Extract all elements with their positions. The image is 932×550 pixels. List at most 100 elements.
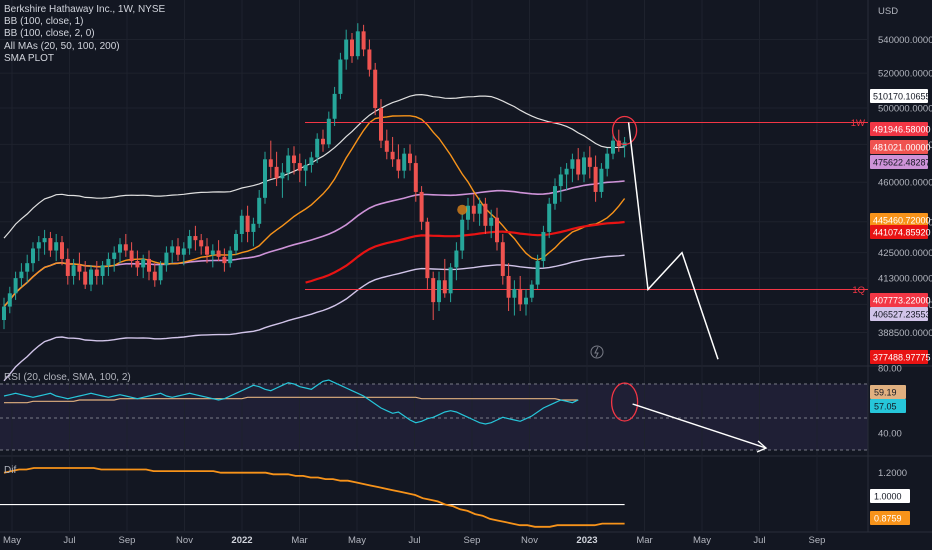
rsi-tick-label: 80.00 <box>878 364 902 375</box>
candle-body <box>222 256 227 264</box>
candle-body <box>2 306 6 321</box>
candle-body <box>466 205 470 220</box>
candle-body <box>431 278 436 303</box>
candle-body <box>373 69 378 109</box>
candle-body <box>13 278 18 294</box>
dif-value-tag <box>870 489 910 503</box>
rsi-value-text: 57.05 <box>874 402 897 412</box>
rsi-line <box>3 379 579 425</box>
candle-body <box>152 271 157 281</box>
candle-body <box>454 250 459 268</box>
candle-body <box>135 261 140 268</box>
candle-body <box>19 271 24 279</box>
candle-body <box>286 155 291 173</box>
candle-body <box>36 242 41 249</box>
candle-body <box>228 250 233 264</box>
projection-path <box>627 122 719 360</box>
candle-body <box>576 159 581 175</box>
candle-body <box>477 203 482 214</box>
dif-value-text: 0.8759 <box>874 514 902 524</box>
candle-body <box>42 238 47 243</box>
time-tick-label: Sep <box>119 535 136 546</box>
level-label: 1Q <box>852 285 865 296</box>
candle-body <box>65 258 70 276</box>
candle-body <box>100 265 105 276</box>
candle-body <box>199 240 204 247</box>
candle-body <box>274 166 279 179</box>
candle-body <box>176 246 180 255</box>
price-tick-label: 500000.00000 <box>878 104 932 115</box>
candle-body <box>605 153 610 169</box>
candle-body <box>89 269 93 285</box>
level-label: 1W <box>851 118 865 129</box>
candle-body <box>460 219 465 251</box>
price-tag <box>870 89 928 103</box>
time-tick-label: 2023 <box>576 535 597 546</box>
candle-body <box>94 269 99 276</box>
rsi-arrow-head <box>756 440 768 453</box>
candle-body <box>54 242 59 251</box>
candle-body <box>587 157 592 167</box>
candle-body <box>390 151 395 160</box>
price-tick-label: 520000.00000 <box>878 69 932 80</box>
bb-upper-line <box>3 93 625 239</box>
legend-sma[interactable]: SMA PLOT <box>4 52 55 64</box>
ma-100-line <box>305 220 625 284</box>
candle-body <box>205 246 209 255</box>
candle-body <box>326 118 331 145</box>
candle-body <box>257 197 262 224</box>
candle-body <box>332 93 337 119</box>
rsi-value-text: 59.19 <box>874 388 897 398</box>
rsi-pane-label[interactable]: RSI (20, close, SMA, 100, 2) <box>4 372 131 383</box>
price-tag-text: 445460.72000 <box>873 216 931 226</box>
candle-body <box>379 108 383 141</box>
price-tag <box>870 155 928 169</box>
candle-body <box>164 252 169 266</box>
price-tag <box>870 213 928 227</box>
ma-20-line <box>3 115 626 308</box>
candle-body <box>118 244 122 253</box>
candle-body <box>529 284 534 298</box>
price-tag-text: 491946.58000 <box>873 125 931 135</box>
price-tag-text: 475622.48287 <box>873 158 931 168</box>
time-tick-label: Nov <box>521 535 538 546</box>
legend-mas[interactable]: All MAs (20, 50, 100, 200) <box>4 40 120 52</box>
candle-body <box>71 265 76 276</box>
candle-body <box>547 203 552 232</box>
time-tick-label: 2022 <box>231 535 252 546</box>
rsi-highlight-circle <box>610 382 639 422</box>
candle-body <box>535 261 540 285</box>
time-tick-label: Jul <box>753 535 765 546</box>
dif-pane-label[interactable]: Dif <box>4 465 17 476</box>
candle-body <box>129 250 134 262</box>
time-tick-label: Jul <box>63 535 75 546</box>
price-tag-text: 407773.22000 <box>873 296 931 306</box>
price-tag <box>870 140 928 154</box>
candle-body <box>210 250 215 255</box>
candle-body <box>31 248 35 264</box>
candle-body <box>442 280 447 294</box>
currency-label: USD <box>878 6 898 17</box>
candle-body <box>216 250 221 257</box>
candle-body <box>524 297 528 305</box>
dif-tick-label: 1.2000 <box>878 468 907 479</box>
price-tag-text: 406527.23553 <box>873 310 931 320</box>
candle-body <box>48 238 53 251</box>
legend-bb-2[interactable]: BB (100, close, 2, 0) <box>4 28 95 40</box>
candle-body <box>408 153 412 164</box>
lightning-icon <box>590 345 604 359</box>
candle-body <box>564 168 569 175</box>
time-tick-label: Sep <box>809 535 826 546</box>
candle-body <box>303 164 308 171</box>
candle-body <box>123 244 128 251</box>
legend-symbol[interactable]: Berkshire Hathaway Inc., 1W, NYSE <box>4 4 166 15</box>
candle-body <box>553 186 557 204</box>
price-tick-label: 425000.00000 <box>878 248 932 259</box>
time-tick-label: May <box>348 535 366 546</box>
time-tick-label: May <box>3 535 21 546</box>
legend-bb-1[interactable]: BB (100, close, 1) <box>4 16 84 28</box>
lightning-icon-glyph <box>594 346 599 358</box>
candle-body <box>263 159 267 198</box>
time-tick-label: Sep <box>464 535 481 546</box>
